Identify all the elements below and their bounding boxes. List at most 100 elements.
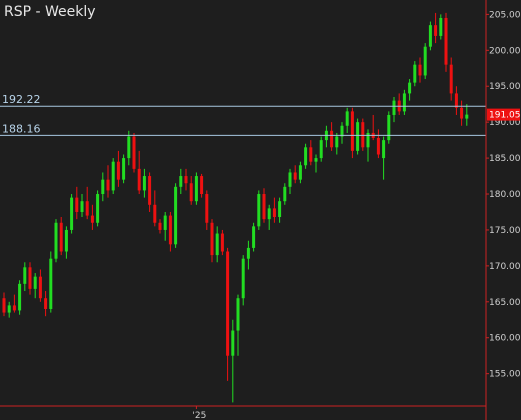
candle [111,158,115,195]
y-tick-label: 180.00 [489,190,521,200]
candle-body [350,111,354,151]
candle-body [428,25,432,47]
candle-body [376,137,380,155]
candle-body [387,114,391,141]
chart-title: RSP - Weekly [4,4,96,20]
candle-body [319,140,323,159]
candle [444,12,448,72]
candle-body [226,251,230,356]
candle-body [330,130,334,148]
candle [200,173,204,198]
candle-body [241,258,245,299]
candle-body [340,125,344,137]
candle [23,262,27,292]
candle-body [33,276,37,289]
horizontal-line-label: 188.16 [2,122,41,135]
candle-body [262,194,266,220]
candle-body [272,208,276,218]
candle [101,172,105,202]
candle-body [70,197,74,230]
candle-body [423,46,427,76]
candle-body [418,64,422,76]
candle [350,107,354,159]
candle-body [28,267,32,289]
candle [75,186,79,220]
y-axis-ticks: 155.00 160.00 165.00 170.00 175.00 180.00 185.… [486,10,521,380]
candle-body [408,82,412,94]
current-price-box [487,108,520,121]
candle-body [194,176,198,202]
candle [85,186,89,220]
candle [418,57,422,83]
candle-body [184,176,188,184]
candle [345,107,349,133]
candle [434,12,438,44]
candle [132,132,136,173]
candle-body [96,194,100,223]
candle [262,188,266,223]
candle [59,217,63,256]
candle-body [444,17,448,65]
candle-body [142,176,146,191]
candle [220,229,224,256]
candle [179,168,183,195]
candle [226,247,230,381]
candle-body [382,140,386,159]
candle-body [298,165,302,180]
candle-body [434,25,438,36]
candle-body [278,201,282,218]
candle [12,294,16,313]
candle-body [236,298,240,331]
candle [304,143,308,169]
candle [361,118,365,151]
candle-body [309,147,313,162]
candle [387,111,391,144]
candle [28,262,32,295]
candle [246,240,250,270]
candle-body [44,298,48,309]
candle-body [153,204,157,223]
candle-body [283,186,287,202]
candle-body [465,114,469,119]
candle [465,104,469,126]
candle-body [200,176,204,195]
candles-layer [2,12,469,403]
candle-body [122,158,126,180]
candle [38,269,42,302]
y-tick-label: 155.00 [489,370,521,380]
candle [241,255,245,306]
candle-body [288,172,292,187]
candle-body [137,168,141,191]
candle [454,86,458,115]
candle-body [392,100,396,115]
candle-body [257,194,261,227]
candle [148,172,152,212]
candle-body [231,330,235,356]
candle-body [293,172,297,180]
candle [184,168,188,191]
candle [392,97,396,123]
candle [402,89,406,115]
candle [137,150,141,195]
candle-body [127,136,131,159]
candle [194,172,198,205]
candle-body [356,122,360,151]
candle [335,132,339,155]
candle [288,168,292,195]
candle [267,204,271,230]
candle-body [246,247,250,259]
candle [283,183,287,205]
candle [122,154,126,184]
candle-body [205,194,209,223]
candle [158,219,162,234]
horizontal-lines-layer: 192.22 188.16 [0,93,486,136]
current-price-label: 191.05 [489,111,521,121]
candle-body [85,201,89,216]
candle-body [215,233,219,256]
candle-body [366,132,370,148]
candle-body [59,222,63,252]
y-tick-label: 195.00 [489,82,521,92]
candle-body [49,258,53,309]
candle-body [64,229,68,252]
